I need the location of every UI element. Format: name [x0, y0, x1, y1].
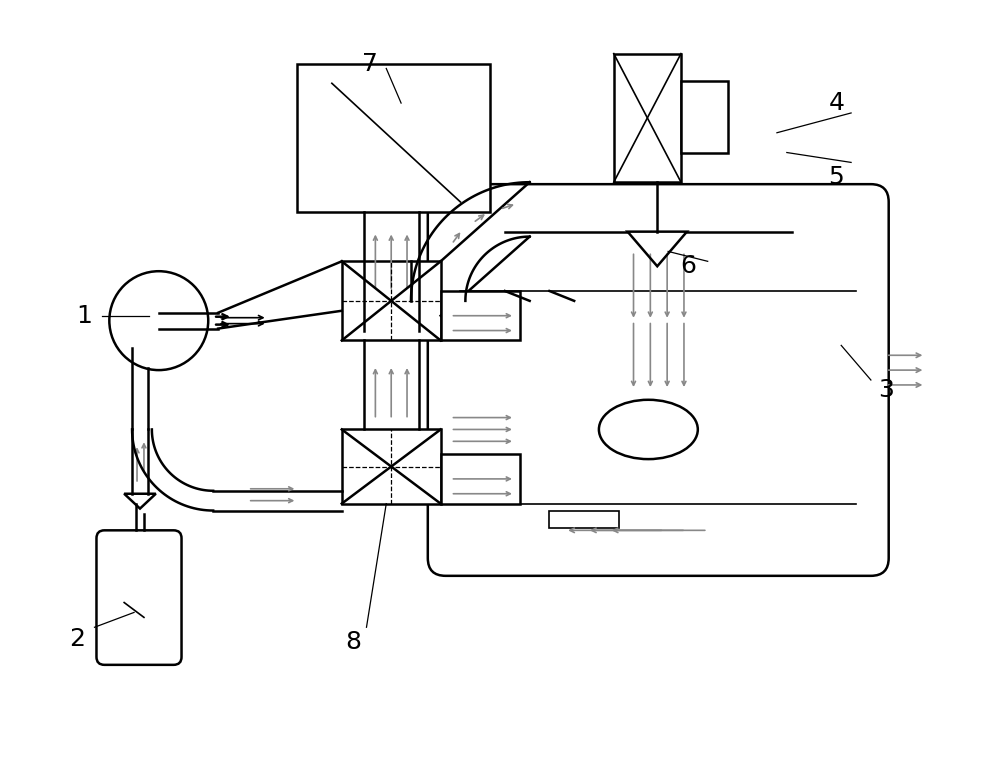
Text: 3: 3	[878, 378, 894, 402]
Text: 8: 8	[346, 630, 362, 654]
FancyBboxPatch shape	[96, 530, 182, 665]
Bar	[441, 454, 520, 504]
Text: 4: 4	[828, 91, 844, 115]
Bar	[342, 261, 441, 340]
Text: 7: 7	[362, 52, 377, 75]
Ellipse shape	[599, 400, 698, 459]
Text: 2: 2	[69, 627, 85, 651]
Bar	[441, 291, 520, 340]
Bar	[614, 54, 681, 182]
FancyBboxPatch shape	[428, 184, 889, 576]
Bar	[342, 429, 441, 504]
Text: 5: 5	[828, 165, 844, 189]
Text: 6: 6	[680, 255, 696, 278]
Bar	[681, 81, 728, 153]
Bar	[549, 511, 619, 528]
Text: 1: 1	[77, 304, 93, 328]
Bar	[297, 64, 490, 212]
